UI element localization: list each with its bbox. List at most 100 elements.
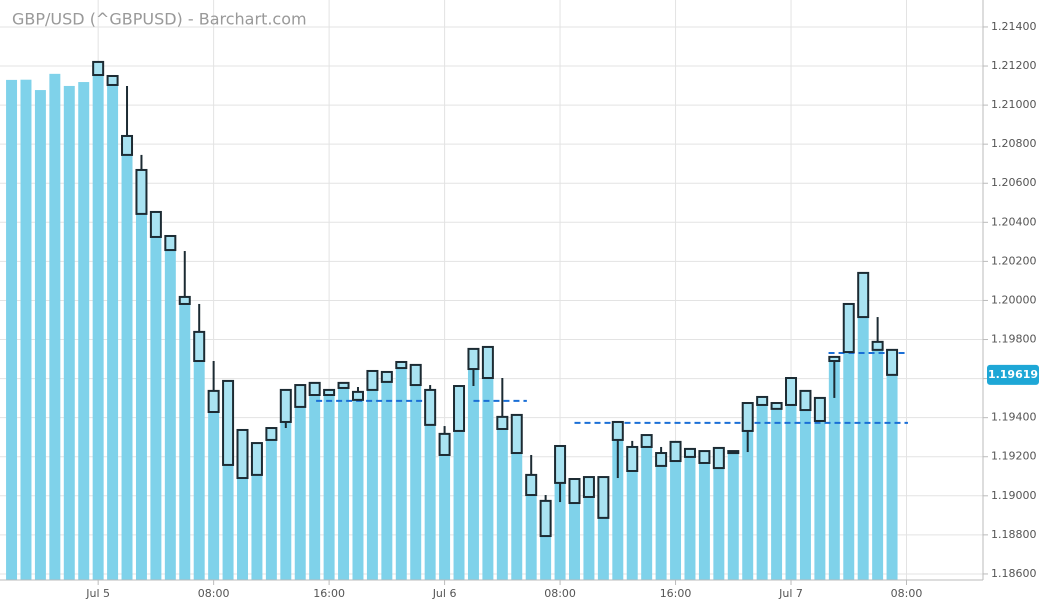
price-bar [467, 348, 479, 580]
price-bar [857, 272, 869, 580]
candle-body [351, 390, 364, 401]
candle-body [222, 379, 235, 466]
price-bar [482, 378, 494, 580]
x-tick-label: 08:00 [891, 587, 923, 600]
price-bar [843, 303, 855, 580]
price-bar [742, 403, 754, 580]
price-bar [338, 382, 350, 580]
price-bar [569, 503, 580, 580]
price-bar [49, 73, 61, 580]
price-bar [381, 381, 393, 580]
candle-body [828, 355, 841, 363]
price-bar [135, 213, 147, 580]
last-price-label: 1.19619 [988, 368, 1038, 381]
candle-body [193, 330, 206, 363]
candle-body [453, 385, 466, 432]
y-tick-label: 1.20400 [991, 215, 1037, 228]
candle-body [582, 476, 595, 498]
price-bar [222, 464, 234, 580]
candle-body [149, 210, 162, 238]
y-tick-label: 1.20800 [991, 137, 1037, 150]
candle-body [380, 370, 393, 383]
price-bar [597, 517, 609, 580]
candle-body [741, 402, 754, 432]
price-bar [193, 361, 205, 580]
price-bar [814, 397, 826, 580]
candle-body [323, 388, 336, 397]
candle-body [756, 395, 769, 406]
candle-body [164, 234, 177, 252]
y-tick-label: 1.21200 [991, 59, 1037, 72]
price-bar [612, 421, 624, 580]
candle-body [395, 360, 408, 370]
candle-body [712, 446, 725, 470]
price-bar [626, 470, 638, 580]
price-bar [785, 378, 797, 580]
price-bar [366, 370, 378, 580]
candle-body [683, 447, 696, 458]
price-bar [323, 395, 335, 580]
candle-body [207, 389, 220, 413]
price-bar [395, 361, 407, 580]
candle-body [236, 428, 249, 480]
price-bar [799, 410, 811, 580]
price-bar [424, 424, 436, 580]
price-bar [771, 408, 783, 580]
price-bar [280, 389, 292, 580]
candle-body [727, 450, 740, 455]
price-bar [886, 374, 898, 580]
candle-body [337, 381, 350, 389]
x-tick-label: Jul 7 [778, 587, 803, 600]
price-bar [6, 79, 18, 580]
candles [92, 60, 899, 538]
price-bar [540, 536, 552, 580]
price-bar [294, 385, 306, 580]
price-bar [511, 453, 523, 580]
price-bar [756, 396, 768, 580]
candle-body [842, 302, 855, 354]
y-tick-label: 1.20000 [991, 293, 1037, 306]
candle-body [640, 434, 653, 448]
candle-body [467, 347, 480, 371]
price-bar [92, 61, 104, 580]
price-bar [251, 443, 263, 580]
price-bar [554, 445, 566, 580]
chart-title: GBP/USD (^GBPUSD) - Barchart.com [12, 10, 307, 29]
candle-body [409, 363, 422, 387]
candle-body [135, 168, 148, 215]
candle-body [294, 384, 307, 408]
y-tick-label: 1.21000 [991, 98, 1037, 111]
x-tick-label: 16:00 [313, 587, 345, 600]
price-bar [63, 85, 75, 580]
price-bar [684, 456, 696, 580]
price-bar [265, 428, 277, 580]
y-tick-label: 1.20600 [991, 176, 1037, 189]
price-bar [641, 435, 653, 580]
y-tick-label: 1.18600 [991, 567, 1037, 580]
price-bar [727, 451, 739, 580]
price-bar [828, 356, 840, 580]
price-bar [121, 154, 133, 580]
candle-body [857, 271, 870, 319]
candle-body [438, 432, 451, 456]
price-bar [453, 386, 465, 580]
candle-body [366, 369, 379, 391]
price-bar [410, 385, 422, 580]
x-tick-label: Jul 6 [432, 587, 457, 600]
price-bar [655, 465, 667, 580]
levels [316, 352, 908, 424]
price-bar [164, 250, 176, 580]
candle-body [611, 420, 624, 441]
price-bar [208, 411, 220, 580]
price-bar [107, 84, 119, 581]
price-bar [872, 349, 884, 580]
candle-body [626, 445, 639, 472]
candle-body [106, 74, 119, 86]
price-bar [150, 236, 162, 580]
candle-body [121, 134, 134, 156]
y-tick-label: 1.20200 [991, 254, 1037, 267]
candle-body [265, 427, 278, 441]
price-bar [309, 382, 321, 580]
candle-body [481, 345, 494, 380]
